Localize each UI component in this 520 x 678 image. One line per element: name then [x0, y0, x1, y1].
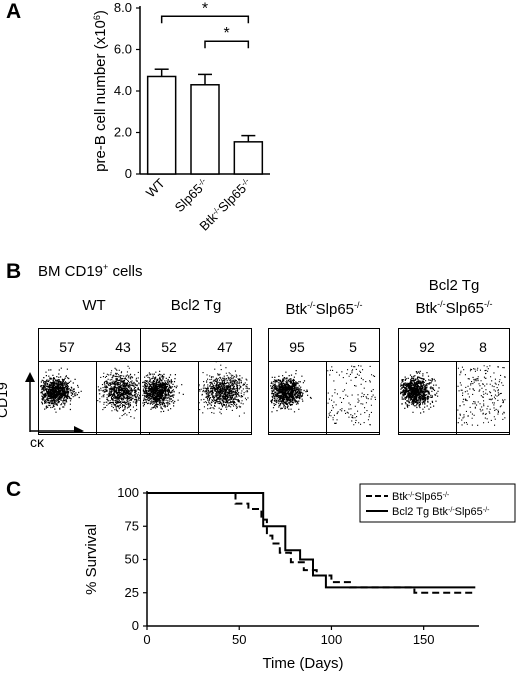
- facs-header: BM CD19+ cells: [38, 262, 143, 280]
- gate-left-percent: 92: [419, 339, 435, 355]
- x-tick-label: 50: [232, 632, 246, 647]
- x-tick-label: 150: [413, 632, 435, 647]
- bar-chart: 0 2.0 4.0 6.0 8.0 pre-B cell number (x106) WT S…: [92, 0, 270, 234]
- y-tick-label: 25: [125, 585, 139, 600]
- facs-dots: [142, 361, 250, 417]
- survival-chart: 0 25 50 75 100 0 50 100 150 % Survival Time (Days)…: [83, 483, 516, 672]
- facs-plot: 52 47: [140, 328, 252, 435]
- facs-plot: 92 8: [398, 328, 510, 435]
- bar: [233, 141, 264, 175]
- y-tick-label: 8.0: [114, 0, 132, 15]
- facs-event-dots: [142, 361, 250, 417]
- significance-bracket: [160, 15, 250, 24]
- gate-left: [398, 361, 457, 435]
- facs-dots: [270, 365, 376, 426]
- y-tick-label: 2.0: [114, 125, 132, 140]
- y-tick-label: 0: [125, 166, 132, 181]
- y-tick-label: 4.0: [114, 83, 132, 98]
- y-axis-label: pre-B cell number (x106): [92, 10, 109, 172]
- x-tick-label: WT: [143, 175, 168, 200]
- facs-x-axis-label: cκ: [30, 434, 44, 450]
- facs-axis-arrows: [25, 372, 84, 432]
- x-tick-label: 0: [143, 632, 150, 647]
- x-axis-label: Time (Days): [262, 655, 343, 672]
- gate-left: [268, 361, 327, 435]
- y-tick-label: 100: [117, 485, 139, 500]
- panel-a-label: A: [6, 0, 22, 23]
- gate-right: [198, 361, 252, 435]
- gate-right: [326, 361, 380, 435]
- x-tick-label: 100: [321, 632, 343, 647]
- facs-plot: 95 5: [268, 328, 380, 435]
- facs-plot: 57 43: [38, 328, 150, 435]
- x-tick-label: Slp65-/-: [172, 175, 212, 215]
- y-tick-label: 6.0: [114, 42, 132, 57]
- gate-left-percent: 57: [59, 339, 75, 355]
- legend-box: [359, 483, 516, 523]
- bar: [146, 75, 177, 175]
- facs-event-dots: [40, 365, 148, 419]
- gate-right-percent: 47: [217, 339, 233, 355]
- gate-left-percent: 52: [161, 339, 177, 355]
- y-tick-label: 50: [125, 552, 139, 567]
- facs-plot-title: Btk-/-Slp65-/-: [285, 300, 363, 318]
- gate-left-percent: 95: [289, 339, 305, 355]
- significance-star: *: [224, 25, 230, 42]
- survival-series-line: [147, 492, 476, 589]
- facs-dots: [40, 365, 148, 419]
- significance-bracket: [204, 40, 250, 49]
- gate-right: [456, 361, 510, 435]
- panel-c-label: C: [6, 478, 22, 501]
- facs-panel: WT 57 43 Bcl2 Tg 52 47 Btk-/-Slp65-/- 95 5 Bcl2 T…: [0, 277, 520, 450]
- gate-right-percent: 43: [115, 339, 131, 355]
- panel-b-label: B: [6, 260, 22, 283]
- facs-dots: [400, 365, 506, 426]
- gate-right-percent: 8: [479, 339, 487, 355]
- y-tick-label: 0: [132, 618, 139, 633]
- facs-event-dots: [400, 365, 506, 426]
- facs-plot-title: WT: [82, 297, 106, 314]
- legend-label: Btk-/-Slp65-/-: [392, 491, 450, 503]
- facs-event-dots: [270, 365, 376, 426]
- survival-series-line: [147, 492, 476, 594]
- significance-star: *: [202, 0, 208, 17]
- gate-right-percent: 5: [349, 339, 357, 355]
- facs-y-axis-label: CD19: [0, 382, 10, 418]
- legend-label: Bcl2 Tg Btk-/-Slp65-/-: [392, 506, 490, 518]
- bar: [190, 84, 220, 175]
- facs-y-arrow-head: [25, 372, 35, 382]
- facs-plot-title: Bcl2 Tg Btk-/-Slp65-/-: [415, 277, 493, 317]
- facs-plot-title: Bcl2 Tg: [170, 297, 222, 314]
- y-axis-label: % Survival: [83, 524, 100, 595]
- gate-left: [140, 361, 199, 435]
- y-tick-label: 75: [125, 518, 139, 533]
- facs-x-arrow-head: [74, 426, 84, 432]
